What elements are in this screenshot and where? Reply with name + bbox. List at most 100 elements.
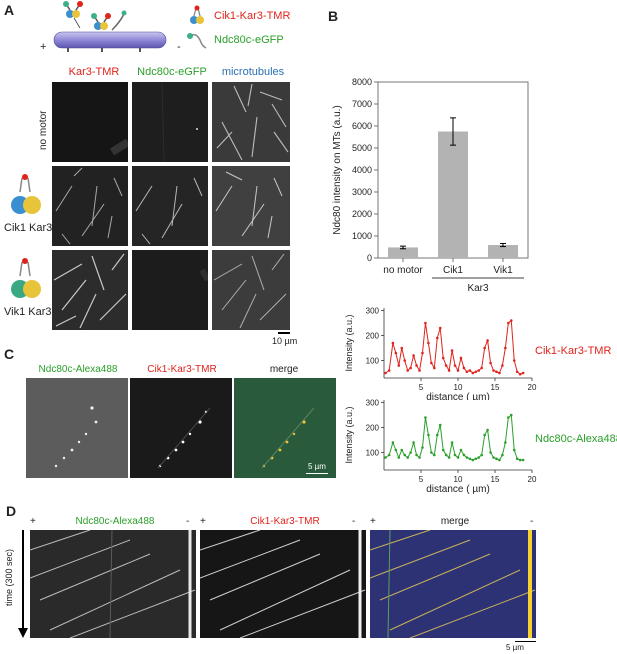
y-tick-label: 300 <box>366 399 380 408</box>
panel-label-b: B <box>328 8 339 24</box>
profile-point <box>397 456 401 459</box>
y-axis-label: Intensity (a.u.) <box>344 314 354 371</box>
d-minus-1: - <box>186 516 190 527</box>
profile-point <box>512 448 516 452</box>
profile-point <box>444 364 448 367</box>
profile-point <box>453 453 457 457</box>
y-tick-label: 200 <box>366 332 380 341</box>
d-plus-3: + <box>370 516 376 527</box>
profile-point <box>521 458 525 462</box>
x-tick-label: Cik1 <box>443 265 463 276</box>
profile-point <box>430 361 433 365</box>
profile-point <box>447 369 451 372</box>
y-tick-label: 5000 <box>352 143 372 153</box>
micrograph-cik1-kar3-kar3 <box>52 166 128 246</box>
micrograph-c-merge <box>234 378 336 478</box>
profile-point <box>409 451 412 454</box>
profile-point <box>504 441 507 444</box>
profile-point <box>418 369 421 372</box>
x-tick-label: 15 <box>491 475 500 484</box>
plus-end-label: + <box>40 41 47 53</box>
x-axis-label: distance ( µm) <box>426 484 490 495</box>
x-axis-label: distance ( µm) <box>426 392 490 400</box>
profile-point <box>394 448 398 452</box>
x-tick-label: 20 <box>528 475 537 484</box>
y-tick-label: 7000 <box>352 99 372 109</box>
d-plus-1: + <box>30 516 36 527</box>
micrograph-no-motor-kar3 <box>52 82 128 162</box>
profile-point <box>518 372 522 376</box>
profile-point <box>441 448 445 452</box>
profile-point <box>509 413 513 417</box>
profile-line <box>385 413 524 461</box>
profile-point <box>504 346 507 350</box>
profile-point <box>480 366 483 370</box>
profile-point <box>384 456 387 459</box>
profile-point <box>462 366 466 370</box>
kymograph-ndc80c <box>30 530 196 638</box>
profile-point <box>486 339 489 342</box>
profile-point <box>495 370 498 374</box>
ndc80c-icon <box>186 30 208 52</box>
profile-point <box>430 451 433 454</box>
profile-point <box>483 346 486 350</box>
row-label-cik1-kar3: Cik1 Kar3 <box>4 222 53 234</box>
x-tick-label: 10 <box>454 475 463 484</box>
profile-point <box>433 366 436 370</box>
micrograph-vik1-kar3-mt <box>212 250 290 330</box>
profile-point <box>444 453 448 457</box>
profile-point <box>501 364 504 367</box>
profile-point <box>492 369 495 372</box>
profile-point <box>447 456 451 459</box>
profile-point <box>459 448 463 452</box>
profile-point <box>435 336 439 340</box>
profile-point <box>495 457 498 461</box>
panel-label-c: C <box>4 346 15 362</box>
profile-point <box>489 451 492 454</box>
profile-legend-cik1-kar3-tmr: Cik1-Kar3-TMR <box>535 345 612 357</box>
d-minus-2: - <box>352 516 356 527</box>
profile-point <box>409 366 412 370</box>
cik1-kar3-dimer-icon <box>6 172 46 220</box>
bar <box>388 247 418 258</box>
row-label-vik1-kar3: Vik1 Kar3 <box>4 306 52 318</box>
scalebar-d-label: 5 µm <box>506 643 524 652</box>
profile-point <box>403 453 407 457</box>
profile-point <box>415 364 418 367</box>
c-col-merge: merge <box>269 364 299 375</box>
legend-ndc80c-egfp: Ndc80c-eGFP <box>214 34 284 46</box>
y-tick-label: 6000 <box>352 121 372 131</box>
c-col-ndc80c-alexa488: Ndc80c-Alexa488 <box>38 364 118 375</box>
profile-point <box>438 326 442 330</box>
profile-point <box>412 354 415 357</box>
micrograph-c-kar3 <box>130 378 232 478</box>
y-axis-label: Intensity (a.u.) <box>344 406 354 463</box>
profile-point <box>424 416 427 419</box>
profile-point <box>462 453 466 457</box>
profile-point <box>435 433 439 437</box>
d-plus-2: + <box>200 516 206 527</box>
profile-point <box>459 356 463 360</box>
profile-point <box>477 369 481 372</box>
bar <box>488 245 518 258</box>
profile-point <box>450 349 454 352</box>
col-header-ndc80c-egfp: Ndc80c-eGFP <box>137 66 207 78</box>
profile-point <box>433 453 436 457</box>
micrograph-no-motor-mt <box>212 82 290 162</box>
profile-point <box>384 371 387 375</box>
y-axis-label: Ndc80 intensity on MTs (a.u.) <box>332 105 343 235</box>
profile-point <box>391 441 395 444</box>
profile-point <box>412 441 415 444</box>
d-col-merge: merge <box>440 516 470 527</box>
profile-point <box>509 319 513 322</box>
profile-point <box>498 458 501 462</box>
profile-point <box>403 359 407 362</box>
scalebar-a-label: 10 µm <box>272 336 298 346</box>
kymograph-cik1-kar3 <box>200 530 366 638</box>
profile-point <box>507 321 510 325</box>
profile-point <box>515 457 519 461</box>
d-col-cik1-kar3-tmr: Cik1-Kar3-TMR <box>250 516 320 527</box>
profile-point <box>498 371 501 375</box>
y-tick-label: 100 <box>366 449 380 458</box>
bar <box>438 131 468 258</box>
